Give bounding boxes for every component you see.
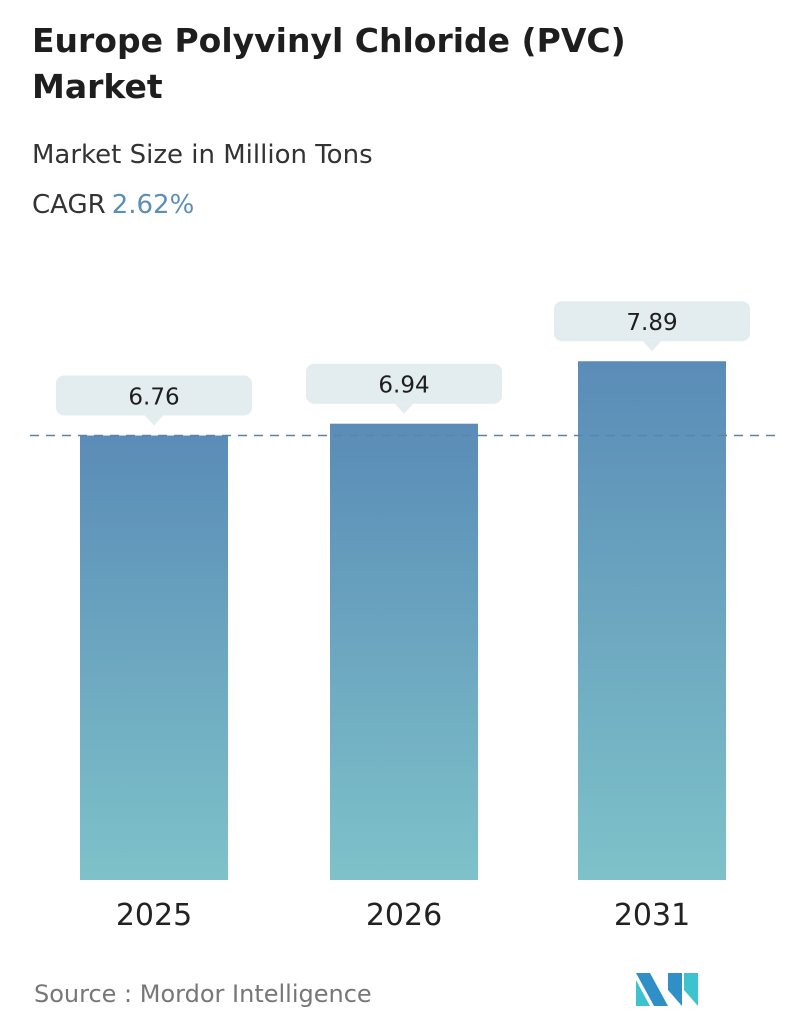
data-label: 7.89 xyxy=(626,310,677,336)
data-label-callout xyxy=(56,375,252,416)
data-label-callout xyxy=(554,301,750,342)
bar-2026 xyxy=(330,423,478,880)
callout-pointer xyxy=(145,415,163,426)
x-tick-label: 2025 xyxy=(116,898,192,933)
x-tick-label: 2026 xyxy=(366,898,442,933)
cagr: CAGR 2.62% xyxy=(32,190,194,220)
callout-pointer xyxy=(643,341,661,352)
data-label: 6.76 xyxy=(128,385,179,411)
x-tick-label: 2031 xyxy=(614,898,690,933)
chart-subtitle: Market Size in Million Tons xyxy=(32,140,373,170)
callout-pointer xyxy=(395,403,413,414)
data-label: 6.94 xyxy=(378,373,429,399)
bar-2031 xyxy=(578,361,726,880)
chart-title: Europe Polyvinyl Chloride (PVC) Market xyxy=(32,21,626,106)
source-text: Source : Mordor Intelligence xyxy=(34,980,372,1008)
bar-2025 xyxy=(80,435,228,880)
cagr-label: CAGR xyxy=(32,190,106,220)
cagr-value: 2.62% xyxy=(111,190,195,220)
data-label-callout xyxy=(306,363,502,404)
